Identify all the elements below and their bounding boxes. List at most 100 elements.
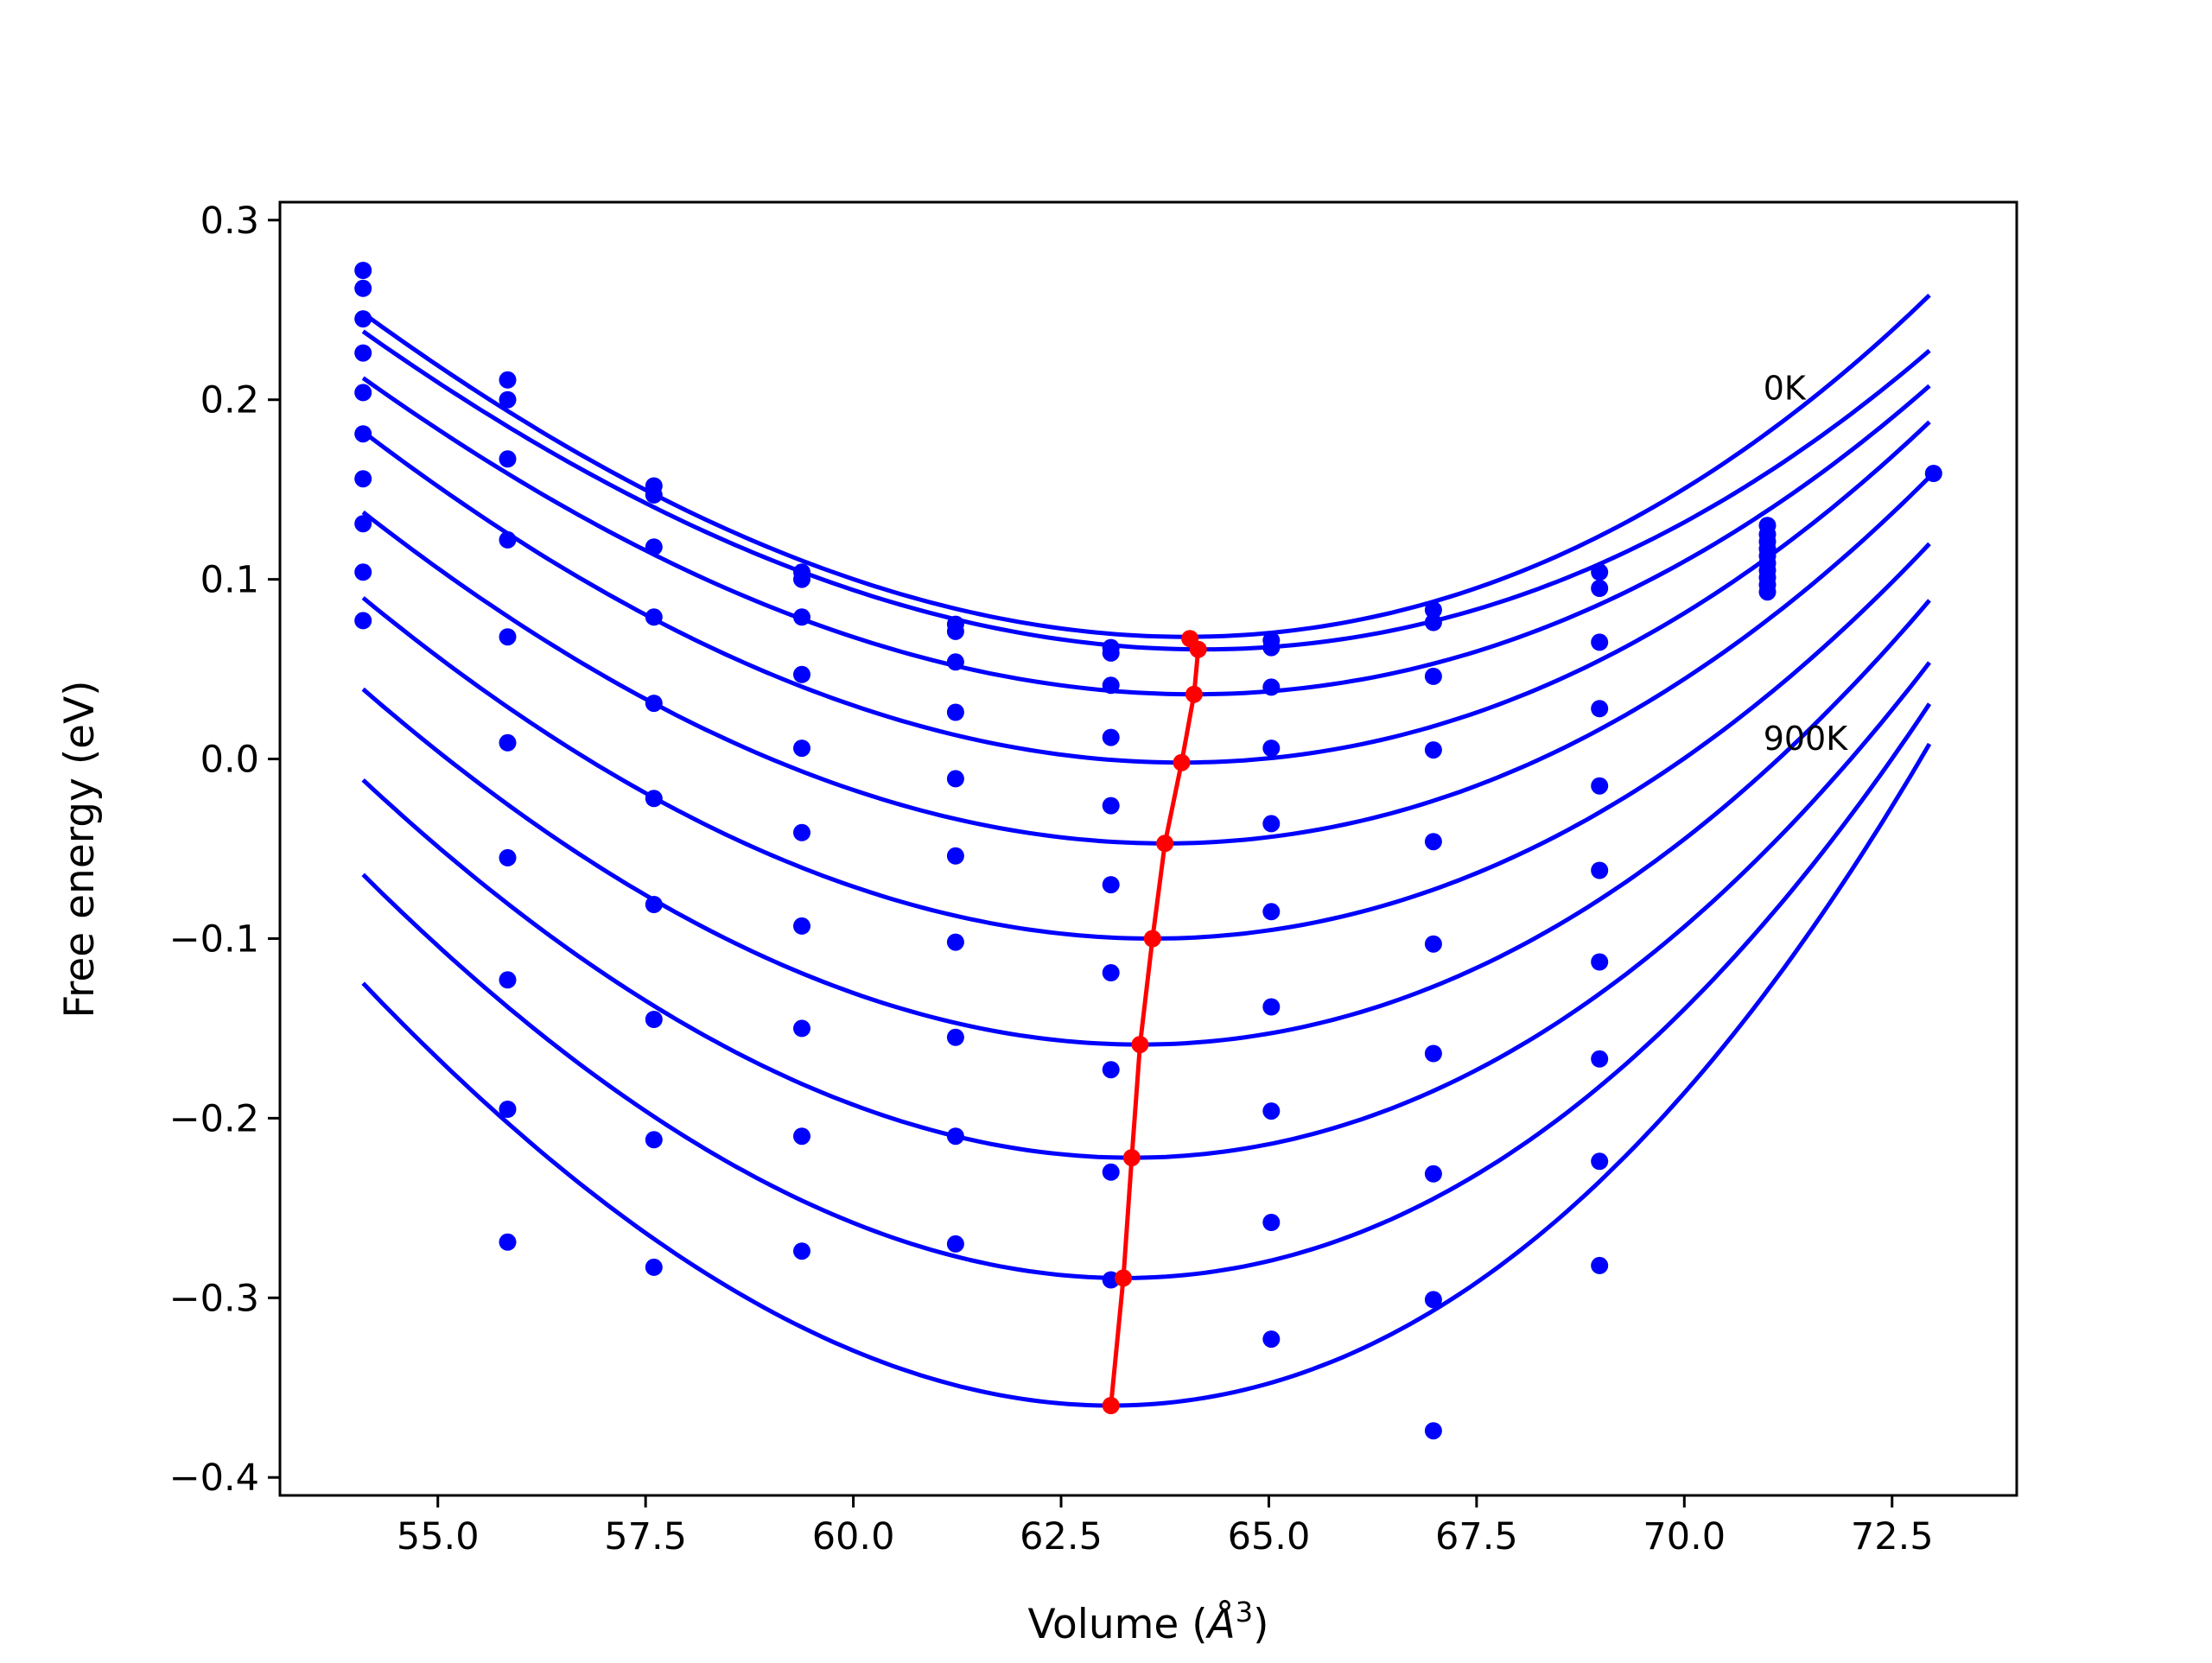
data-point-63 bbox=[1262, 678, 1281, 696]
data-point-56 bbox=[1102, 876, 1120, 894]
data-point-45 bbox=[946, 770, 964, 788]
data-point-13 bbox=[499, 450, 517, 468]
y-tick-label--0.3: −0.3 bbox=[169, 1277, 259, 1320]
data-point-85 bbox=[1591, 777, 1609, 795]
y-tick-label-0.2: 0.2 bbox=[200, 379, 259, 422]
x-tick-label-55.0: 55.0 bbox=[397, 1515, 480, 1558]
data-point-28 bbox=[645, 1011, 663, 1028]
data-point-66 bbox=[1262, 903, 1281, 921]
y-axis-title: Free energy (eV) bbox=[56, 680, 104, 1018]
x-axis: 55.0 57.5 60.0 62.5 65.0 67.5 70.0 72.5 bbox=[397, 1495, 1934, 1558]
data-point-22 bbox=[645, 486, 663, 504]
data-point-71 bbox=[1424, 601, 1442, 619]
fitted-curve-4 bbox=[361, 420, 1931, 765]
data-point-46 bbox=[946, 847, 964, 865]
data-point-49 bbox=[946, 1127, 964, 1146]
data-point-9 bbox=[354, 563, 372, 581]
data-point-75 bbox=[1424, 833, 1442, 851]
data-point-57 bbox=[1102, 964, 1120, 981]
annotation-900k: 900K bbox=[1764, 720, 1849, 758]
data-point-18 bbox=[499, 971, 517, 989]
minimum-point-4 bbox=[1173, 753, 1191, 771]
data-point-101 bbox=[1924, 465, 1942, 482]
y-tick-label--0.1: −0.1 bbox=[169, 917, 259, 961]
data-point-5 bbox=[354, 384, 372, 402]
data-point-77 bbox=[1424, 1044, 1442, 1063]
fitted-curve-5 bbox=[361, 475, 1931, 846]
data-point-25 bbox=[645, 695, 663, 713]
data-point-10 bbox=[354, 612, 372, 630]
data-point-47 bbox=[946, 933, 964, 951]
data-point-48 bbox=[946, 1028, 964, 1046]
data-point-81 bbox=[1591, 563, 1609, 581]
data-point-68 bbox=[1262, 1102, 1281, 1120]
minimum-point-2 bbox=[1189, 640, 1207, 658]
data-point-29 bbox=[645, 1131, 663, 1149]
data-point-80 bbox=[1424, 1422, 1442, 1440]
y-tick-label-0.1: 0.1 bbox=[200, 559, 259, 602]
data-point-38 bbox=[793, 1019, 810, 1038]
data-point-32 bbox=[793, 570, 810, 588]
data-point-88 bbox=[1591, 1050, 1609, 1068]
data-point-65 bbox=[1262, 815, 1281, 833]
fitted-curve-3 bbox=[361, 376, 1931, 697]
data-point-11 bbox=[499, 371, 517, 389]
minimum-point-9 bbox=[1115, 1269, 1133, 1287]
data-point-58 bbox=[1102, 1061, 1120, 1079]
x-tick-label-60.0: 60.0 bbox=[812, 1515, 895, 1558]
minimum-point-3 bbox=[1185, 685, 1203, 703]
data-point-2 bbox=[354, 279, 372, 297]
y-tick-label-0: 0.0 bbox=[200, 739, 259, 782]
data-point-17 bbox=[499, 848, 517, 866]
data-point-12 bbox=[499, 390, 517, 409]
data-point-52 bbox=[1102, 644, 1120, 662]
data-point-78 bbox=[1424, 1165, 1442, 1183]
data-point-62 bbox=[1262, 638, 1281, 657]
fitted-curve-9 bbox=[361, 702, 1932, 1280]
minimum-point-8 bbox=[1122, 1149, 1141, 1167]
minimum-point-7 bbox=[1131, 1036, 1149, 1054]
x-tick-label-62.5: 62.5 bbox=[1020, 1515, 1103, 1558]
data-point-69 bbox=[1262, 1214, 1281, 1231]
data-point-79 bbox=[1424, 1291, 1442, 1309]
data-point-55 bbox=[1102, 797, 1120, 815]
data-point-67 bbox=[1262, 998, 1281, 1016]
data-point-35 bbox=[793, 739, 810, 758]
data-point-54 bbox=[1102, 728, 1120, 746]
data-point-43 bbox=[946, 653, 964, 671]
minimum-point-5 bbox=[1156, 835, 1174, 853]
data-point-90 bbox=[1591, 1256, 1609, 1274]
data-point-84 bbox=[1591, 700, 1609, 718]
data-point-87 bbox=[1591, 953, 1609, 971]
data-point-27 bbox=[645, 896, 663, 913]
plot-area-frame bbox=[278, 200, 2018, 1497]
x-tick-label-57.5: 57.5 bbox=[604, 1515, 687, 1558]
x-tick-label-67.5: 67.5 bbox=[1435, 1515, 1518, 1558]
data-point-8 bbox=[354, 515, 372, 533]
data-point-26 bbox=[645, 790, 663, 808]
minimum-point-10 bbox=[1102, 1397, 1120, 1414]
data-point-89 bbox=[1591, 1152, 1609, 1171]
data-point-37 bbox=[793, 917, 810, 935]
y-tick-label--0.4: −0.4 bbox=[169, 1457, 259, 1500]
x-axis-title: Volume (Å3) bbox=[1028, 1596, 1269, 1648]
data-point-53 bbox=[1102, 676, 1120, 695]
data-point-34 bbox=[793, 665, 810, 683]
data-point-36 bbox=[793, 823, 810, 841]
fitted-curve-1 bbox=[361, 293, 1931, 639]
data-point-19 bbox=[499, 1101, 517, 1118]
data-point-42 bbox=[946, 622, 964, 640]
data-point-72 bbox=[1424, 613, 1442, 632]
data-point-16 bbox=[499, 733, 517, 752]
y-axis: 0.3 0.2 0.1 0.0 −0.1 −0.2 −0.3 −0.4 bbox=[169, 200, 280, 1500]
data-point-33 bbox=[793, 608, 810, 626]
annotation-0k: 0K bbox=[1764, 370, 1807, 408]
data-point-73 bbox=[1424, 667, 1442, 685]
data-point-3 bbox=[354, 310, 372, 328]
minimum-point-6 bbox=[1143, 930, 1161, 948]
data-point-44 bbox=[946, 703, 964, 721]
data-point-23 bbox=[645, 538, 663, 556]
data-point-20 bbox=[499, 1233, 517, 1251]
